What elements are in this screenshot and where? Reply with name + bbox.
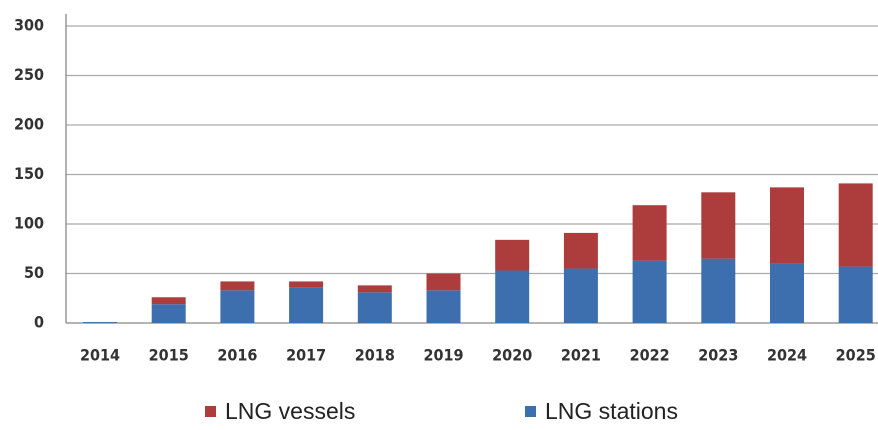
bar-segment (838, 183, 873, 267)
x-tick-label: 2024 (767, 346, 807, 365)
legend-label: LNG vessels (225, 398, 355, 424)
x-tick-label: 2020 (492, 346, 532, 365)
bar-segment (426, 290, 461, 323)
bar-segment (838, 266, 873, 323)
y-tick-label: 150 (14, 164, 44, 183)
legend-swatch (525, 406, 536, 417)
bar-segment (632, 205, 667, 261)
x-tick-label: 2018 (355, 346, 395, 365)
x-tick-label: 2016 (217, 346, 257, 365)
y-tick-label: 300 (14, 16, 44, 35)
bar-segment (289, 281, 324, 288)
y-tick-label: 0 (34, 313, 44, 332)
x-tick-label: 2023 (698, 346, 738, 365)
x-tick-label: 2022 (630, 346, 670, 365)
bar-segment (357, 292, 392, 323)
bar-segment (83, 322, 117, 323)
bar-segment (357, 285, 392, 293)
y-tick-label: 200 (14, 115, 44, 134)
bar-segment (495, 239, 530, 271)
x-tick-label: 2014 (80, 346, 120, 365)
x-tick-label: 2015 (149, 346, 189, 365)
bar-segment (770, 187, 804, 264)
legend-swatch (205, 406, 216, 417)
bar-segment (495, 270, 530, 323)
y-tick-label: 100 (14, 214, 44, 233)
bar-segment (220, 281, 255, 291)
x-tick-label: 2017 (286, 346, 326, 365)
y-tick-label: 250 (14, 65, 44, 84)
x-tick-label: 2021 (561, 346, 601, 365)
y-tick-label: 50 (24, 263, 44, 282)
bar-segment (563, 268, 598, 323)
bar-segment (701, 192, 736, 259)
bar-segment (563, 232, 598, 269)
legend-label: LNG stations (545, 398, 678, 424)
x-tick-label: 2025 (836, 346, 876, 365)
bar-segment (770, 263, 804, 323)
bar-segment (632, 260, 667, 323)
bar-segment (289, 287, 324, 323)
bar-segment (151, 304, 186, 323)
bar-segment (701, 258, 736, 323)
bar-segment (220, 290, 255, 323)
x-tick-label: 2019 (423, 346, 463, 365)
bar-segment (151, 297, 186, 305)
bar-segment (426, 273, 461, 291)
